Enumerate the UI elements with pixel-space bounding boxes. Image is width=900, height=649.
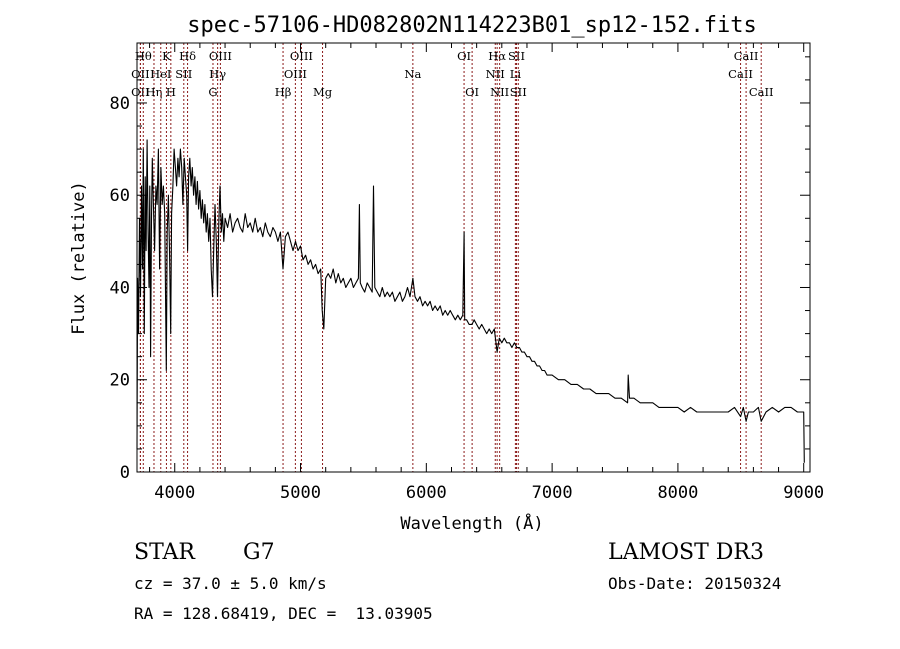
- spectral-line-label: Na: [404, 67, 421, 81]
- y-tick-label: 80: [110, 94, 130, 114]
- spectral-line-label: OI: [457, 49, 471, 63]
- plot-frame: [136, 42, 811, 473]
- spectral-line-label: CaII: [734, 49, 759, 63]
- y-tick-label: 60: [110, 186, 130, 206]
- spectral-line-label: Hα: [488, 49, 506, 63]
- object-subclass: G7: [243, 540, 275, 565]
- y-tick-label: 0: [120, 463, 130, 483]
- spectral-line-label: OIII: [290, 49, 313, 63]
- x-tick-label: 6000: [406, 483, 447, 503]
- spectral-line-label: Li: [510, 67, 522, 81]
- spectral-line-label: Hβ: [275, 85, 292, 99]
- spectral-line-label: OIII: [284, 67, 307, 81]
- object-class: STAR: [134, 540, 195, 565]
- chart-title: spec-57106-HD082802N114223B01_sp12-152.f…: [187, 13, 757, 38]
- spectral-line-label: SII: [175, 67, 192, 81]
- spectral-line-label: G: [208, 85, 217, 99]
- x-axis-title: Wavelength (Å): [400, 512, 543, 534]
- survey-name: LAMOST DR3: [608, 540, 764, 565]
- spectral-line-label: CaII: [728, 67, 753, 81]
- y-axis-title: Flux (relative): [69, 181, 89, 335]
- spectral-line-label: Hθ: [135, 49, 152, 63]
- axis-ticks: 4000 5000 6000 7000 8000 9000 0 20 40 60 80: [110, 43, 824, 503]
- spectral-line-label: Mg: [313, 85, 333, 99]
- x-tick-label: 9000: [783, 483, 824, 503]
- x-tick-label: 7000: [532, 483, 573, 503]
- spectral-line-label: Hγ: [209, 67, 226, 81]
- x-tick-label: 8000: [657, 483, 698, 503]
- spectral-line-label: OII: [131, 67, 150, 81]
- spectrum-chart: spec-57106-HD082802N114223B01_sp12-152.f…: [69, 13, 824, 534]
- spectral-line-label: OI: [465, 85, 479, 99]
- flux-series: [136, 139, 805, 463]
- spectral-line-label: SII: [510, 85, 527, 99]
- redshift-cz: cz = 37.0 ± 5.0 km/s: [134, 574, 327, 593]
- spectral-line-label: SII: [508, 49, 525, 63]
- spectral-line-markers: OIIHθOIIHηHeIKHSIIHδGHγOIIIHβOIIIOIIIMgN…: [131, 43, 774, 472]
- y-tick-label: 20: [110, 371, 130, 391]
- y-tick-label: 40: [110, 278, 130, 298]
- spectral-line-label: NII: [490, 85, 509, 99]
- coordinates: RA = 128.68419, DEC = 13.03905: [134, 604, 433, 623]
- spectral-line-label: H: [166, 85, 176, 99]
- x-tick-label: 4000: [154, 483, 195, 503]
- flux-line: [136, 139, 805, 463]
- spectral-line-label: HeI: [150, 67, 171, 81]
- observation-date: Obs-Date: 20150324: [608, 574, 782, 593]
- x-tick-label: 5000: [280, 483, 321, 503]
- spectral-line-label: NII: [486, 67, 505, 81]
- spectral-line-label: OIII: [209, 49, 232, 63]
- spectral-line-label: Hδ: [179, 49, 196, 63]
- spectral-line-label: Hη: [146, 85, 163, 99]
- spectral-line-label: CaII: [749, 85, 774, 99]
- spectral-line-label: K: [162, 49, 171, 63]
